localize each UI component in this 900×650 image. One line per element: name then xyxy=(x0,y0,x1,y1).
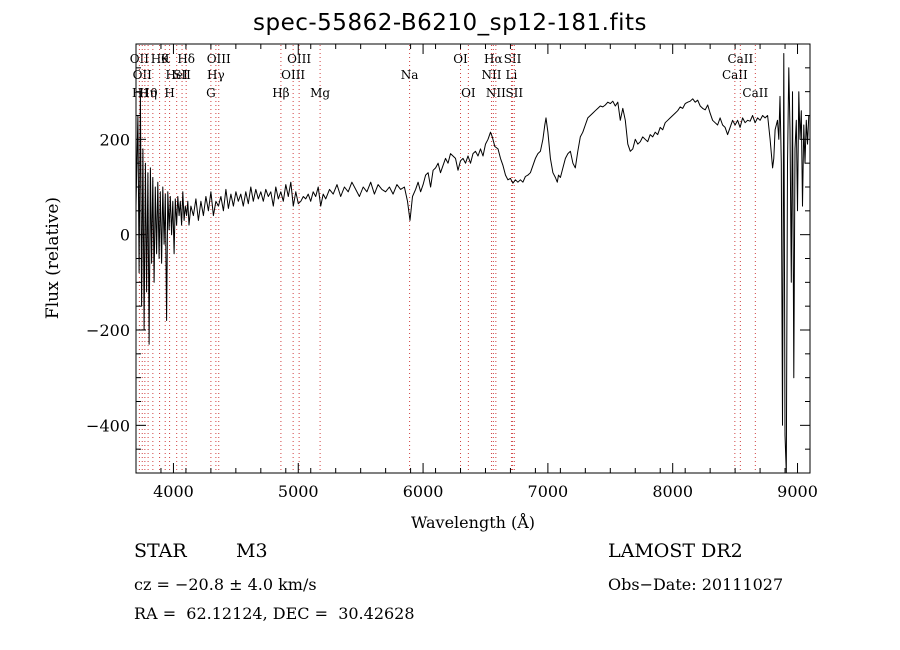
y-tick-label: −400 xyxy=(86,416,130,435)
axis-ticks: 4000 5000 6000 7000 8000 9000 −400 −200 0 200 xyxy=(86,44,818,501)
object-class: STAR xyxy=(134,540,187,562)
spectral-line-label: OI xyxy=(461,86,476,100)
spectral-line-label: CaII xyxy=(742,86,768,100)
y-tick-label: −200 xyxy=(86,321,130,340)
spectral-line-label: OI xyxy=(453,52,468,66)
spectral-line-label: Li xyxy=(506,68,518,82)
spectral-line-label: Hδ xyxy=(177,52,195,66)
spectral-line-label: H xyxy=(164,86,174,100)
spectral-line-label: HeI xyxy=(166,68,189,82)
chart-title: spec-55862-B6210_sp12-181.fits xyxy=(253,10,647,36)
x-axis-label: Wavelength (Å) xyxy=(411,512,535,532)
x-tick-label: 6000 xyxy=(403,482,444,501)
x-tick-label: 8000 xyxy=(652,482,693,501)
spectral-line-label: CaII xyxy=(722,68,748,82)
spectral-line-label: SII xyxy=(504,52,522,66)
spectral-line-label: NII xyxy=(486,86,506,100)
spectral-line-label: Mg xyxy=(310,86,330,100)
spectral-line-label: Hη xyxy=(139,86,157,100)
spectral-line-label: Hα xyxy=(484,52,503,66)
spectral-line-label: CaII xyxy=(727,52,753,66)
spectral-line-label: Hγ xyxy=(207,68,225,82)
x-tick-label: 4000 xyxy=(153,482,194,501)
spectral-line-label: OIII xyxy=(281,68,305,82)
x-tick-label: 5000 xyxy=(278,482,319,501)
spectral-line-label: OII xyxy=(133,68,153,82)
spectral-line-label: OII xyxy=(130,52,150,66)
spectral-line-label: H10 xyxy=(132,86,158,100)
spectral-line-label: SII xyxy=(505,86,523,100)
spectral-line-label: OIII xyxy=(287,52,311,66)
spectral-line-label: K xyxy=(161,52,171,66)
survey-name: LAMOST DR2 xyxy=(608,540,743,562)
x-tick-label: 9000 xyxy=(777,482,818,501)
spectral-line-label: SII xyxy=(173,68,191,82)
spectral-line-label: Na xyxy=(401,68,419,82)
y-tick-label: 200 xyxy=(99,130,130,149)
y-tick-label: 0 xyxy=(120,226,130,245)
spectral-line-markers: OIIOIIH10HηHθKHHeISIIHδGHγOIIIHβOIIIOIII… xyxy=(130,45,768,473)
spectral-line-label: Hβ xyxy=(272,86,289,100)
x-tick-label: 7000 xyxy=(528,482,569,501)
redshift-velocity: cz = −20.8 ± 4.0 km/s xyxy=(134,575,317,594)
spectrum-series-line xyxy=(135,53,810,474)
observation-date: Obs−Date: 20111027 xyxy=(608,575,784,594)
spectral-line-label: G xyxy=(206,86,216,100)
y-axis-label: Flux (relative) xyxy=(43,197,63,319)
object-subclass: M3 xyxy=(236,540,268,562)
spectral-line-label: OIII xyxy=(207,52,231,66)
spectral-line-label: Hθ xyxy=(151,52,169,66)
coordinates-ra-dec: RA = 62.12124, DEC = 30.42628 xyxy=(134,604,415,623)
spectral-line-label: NII xyxy=(481,68,501,82)
